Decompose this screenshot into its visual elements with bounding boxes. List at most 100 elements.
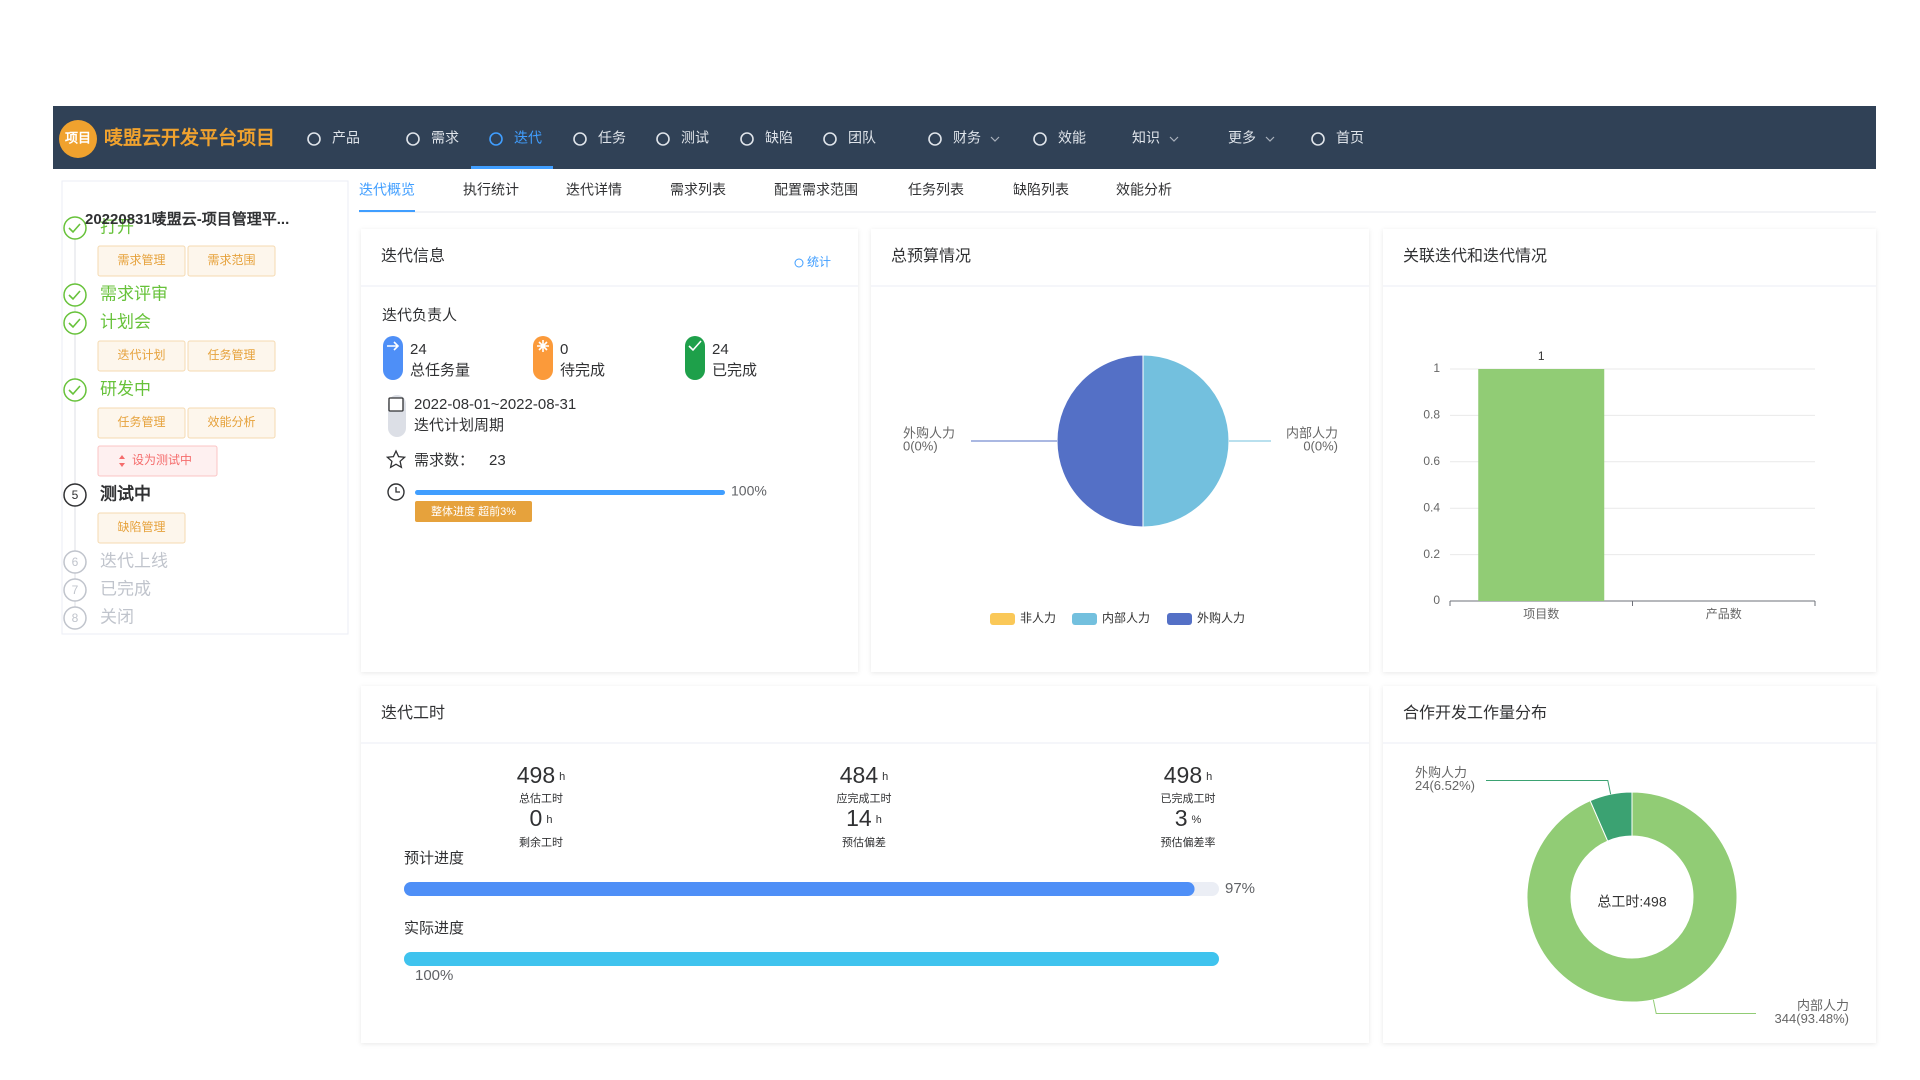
star-icon <box>385 449 407 469</box>
step-button[interactable]: 效能分析 <box>187 407 276 439</box>
button-bg <box>187 407 276 439</box>
nav-item[interactable]: 团队 <box>823 130 876 146</box>
nav-item[interactable]: 迭代 <box>471 130 553 169</box>
nav-icon <box>656 132 670 146</box>
slice <box>1142 354 1230 528</box>
progress-title: 实际进度 <box>404 920 464 937</box>
nav-item[interactable]: 产品 <box>307 130 360 146</box>
button-bg <box>187 245 276 277</box>
button-label: 效能分析 <box>207 414 255 429</box>
iteration-title: 20220831唛盟云-项目管理平... <box>85 210 289 228</box>
nav-label: 测试 <box>681 130 709 146</box>
nav-label: 团队 <box>848 130 876 146</box>
period: 2022-08-01~2022-08-31 <box>414 396 576 413</box>
nav-item[interactable]: 测试 <box>656 130 709 146</box>
metric-number: 3 <box>1175 805 1188 831</box>
metric-label: 预估偏差 <box>842 835 886 849</box>
nav-item[interactable]: 需求 <box>406 130 459 146</box>
nav-icon <box>823 132 837 146</box>
center-label: 总工时:498 <box>1597 894 1666 910</box>
nav-item[interactable]: 知识 <box>1132 130 1179 146</box>
step-check <box>68 290 81 301</box>
y-tick-label: 1 <box>1433 361 1440 375</box>
y-tick-label: 0.2 <box>1423 547 1440 561</box>
tab[interactable]: 缺陷列表 <box>1013 182 1069 198</box>
step-button[interactable]: 任务管理 <box>187 340 276 372</box>
metric-value: 484 h <box>840 762 889 788</box>
slice-label: 内部人力 <box>1286 425 1338 440</box>
legend-item[interactable]: 外购人力 <box>1167 610 1245 625</box>
stat-icon <box>533 336 553 380</box>
slice <box>1526 791 1738 1003</box>
stat-glyph <box>688 340 702 352</box>
step-label: 打开 <box>100 217 134 236</box>
slice-value: 0(0%) <box>1303 438 1338 453</box>
step-number: 6 <box>72 555 79 569</box>
legend-swatch <box>990 613 1015 625</box>
slice-label: 外购人力 <box>903 425 955 440</box>
metric-value: 498 h <box>517 762 566 788</box>
nav-item[interactable]: 效能 <box>1033 130 1086 146</box>
nav-item[interactable]: 财务 <box>928 130 1000 146</box>
step-button[interactable]: 缺陷管理 <box>97 512 186 544</box>
nav-item[interactable]: 任务 <box>573 130 626 146</box>
step-number: 8 <box>72 611 79 625</box>
metric-unit: h <box>546 814 552 826</box>
step-button[interactable]: 需求范围 <box>187 245 276 277</box>
progress-label: 100% <box>415 967 453 984</box>
metric-number: 0 <box>530 805 543 831</box>
step-button[interactable]: 需求管理 <box>97 245 186 277</box>
nav-item[interactable]: 缺陷 <box>740 130 793 146</box>
stat-value: 0 <box>560 341 568 358</box>
badge-label: 整体进度 超前3% <box>431 504 516 518</box>
legend-item[interactable]: 内部人力 <box>1072 610 1150 625</box>
step-marker <box>63 606 87 630</box>
tab[interactable]: 执行统计 <box>463 182 519 198</box>
bar-value-label: 1 <box>1538 349 1545 363</box>
stat-icon <box>383 336 403 380</box>
legend-item[interactable]: 非人力 <box>990 611 1056 625</box>
nav-label: 知识 <box>1132 130 1160 146</box>
logo-badge <box>59 120 97 158</box>
card <box>1383 229 1876 672</box>
nav-label: 需求 <box>431 130 459 146</box>
nav-icon <box>1311 132 1325 146</box>
demand-label: 需求数： <box>414 452 474 469</box>
nav-active-underline <box>471 166 553 169</box>
tab[interactable]: 需求列表 <box>670 182 726 198</box>
legend-label: 外购人力 <box>1197 610 1245 625</box>
progress-label: 100% <box>731 483 767 499</box>
metric-number: 498 <box>517 762 555 788</box>
step-label: 研发中 <box>100 379 151 398</box>
step-button[interactable]: 任务管理 <box>97 407 186 439</box>
nav-item[interactable]: 首页 <box>1311 130 1364 146</box>
metric-label: 预估偏差率 <box>1161 835 1216 849</box>
step-label: 需求评审 <box>100 284 168 303</box>
metric-label: 总估工时 <box>519 791 563 805</box>
step-action[interactable]: 设为测试中 <box>97 445 218 477</box>
progress-fill <box>415 490 725 495</box>
metric-unit: h <box>876 814 882 826</box>
tab[interactable]: 效能分析 <box>1116 182 1172 198</box>
tab[interactable]: 任务列表 <box>908 182 964 198</box>
tab[interactable]: 迭代概览 <box>359 182 415 198</box>
stat-value: 24 <box>712 341 729 358</box>
step-button[interactable]: 迭代计划 <box>97 340 186 372</box>
button-bg <box>97 512 186 544</box>
nav-item[interactable]: 更多 <box>1228 130 1275 146</box>
stat-label: 已完成 <box>712 362 757 379</box>
y-tick-label: 0 <box>1433 593 1440 607</box>
nav-label: 财务 <box>953 130 981 146</box>
stats-link[interactable]: 统计 <box>794 255 831 269</box>
step-label: 计划会 <box>100 312 151 331</box>
progress-fill <box>404 952 1219 966</box>
tab[interactable]: 配置需求范围 <box>774 182 858 198</box>
button-bg <box>97 245 186 277</box>
x-tick-label: 项目数 <box>1523 606 1559 621</box>
action-icon <box>119 455 125 467</box>
owner-label: 迭代负责人 <box>382 307 457 324</box>
tab[interactable]: 迭代详情 <box>566 182 622 198</box>
step-check <box>68 318 81 329</box>
calendar-icon <box>388 397 404 412</box>
